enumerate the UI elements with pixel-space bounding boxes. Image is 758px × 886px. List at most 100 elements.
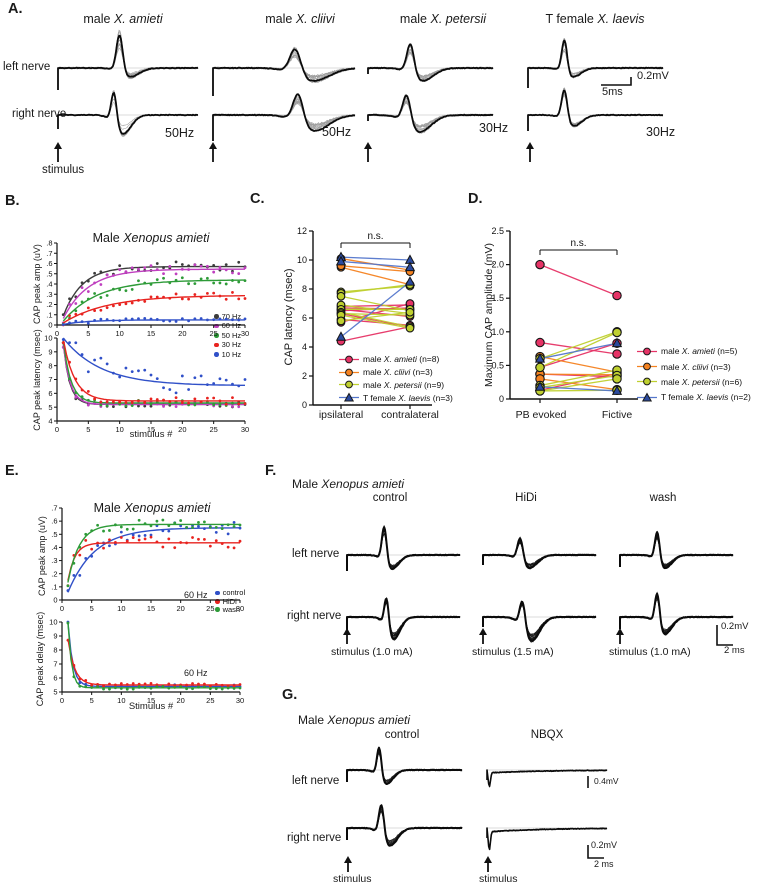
svg-text:2: 2 <box>302 371 307 381</box>
svg-text:.4: .4 <box>51 543 57 552</box>
panel-a-freq-2: 50Hz <box>322 125 352 139</box>
svg-text:10: 10 <box>49 618 57 627</box>
svg-text:8: 8 <box>53 646 57 655</box>
svg-text:.2: .2 <box>51 569 57 578</box>
panel-d-label: D. <box>468 191 483 207</box>
svg-text:20: 20 <box>176 604 184 613</box>
panel-d-cat-pb-evoked: PB evoked <box>515 409 567 421</box>
svg-text:.4: .4 <box>46 280 52 289</box>
svg-text:6: 6 <box>53 674 57 683</box>
svg-text:.1: .1 <box>46 310 52 319</box>
svg-text:8: 8 <box>48 361 52 370</box>
svg-text:15: 15 <box>147 329 155 338</box>
svg-text:10: 10 <box>297 255 307 265</box>
svg-text:0: 0 <box>499 394 504 404</box>
panel-a-col-title-amieti: male X. amieti <box>83 12 163 26</box>
svg-text:30: 30 <box>236 696 244 705</box>
svg-text:0: 0 <box>60 696 64 705</box>
panel-e-label: E. <box>5 463 19 479</box>
panel-c-label: C. <box>250 191 265 207</box>
panel-e-title: Male Xenopus amieti <box>93 501 211 515</box>
panel-a-col-title-petersii: male X. petersii <box>399 12 487 26</box>
svg-text:6: 6 <box>48 389 52 398</box>
panel-b-label: B. <box>5 193 20 209</box>
svg-text:2.5: 2.5 <box>491 226 504 236</box>
panel-a-scale-time: 5ms <box>602 86 623 98</box>
svg-text:10: 10 <box>117 696 125 705</box>
panel-g-scale-time: 2 ms <box>594 859 614 869</box>
panel-a-col-title-laevis: T female X. laevis <box>545 12 645 26</box>
panel-d-chart: 0 0.5 1.0 1.5 2.0 2.5 n.s. <box>491 226 638 404</box>
svg-text:30: 30 <box>241 425 249 434</box>
panel-g-scale-voltage: 0.2mV <box>591 840 618 850</box>
panel-b-title: Male Xenopus amieti <box>92 231 210 245</box>
svg-text:5: 5 <box>86 329 90 338</box>
panel-e-xlabel: Stimulus # <box>128 701 174 712</box>
panel-a-label: A. <box>8 1 23 17</box>
svg-text:.5: .5 <box>51 530 57 539</box>
svg-text:.6: .6 <box>46 259 52 268</box>
svg-text:5: 5 <box>53 688 57 697</box>
svg-text:10: 10 <box>117 604 125 613</box>
panel-g-title: Male Xenopus amieti <box>298 713 411 727</box>
svg-text:12: 12 <box>297 226 307 236</box>
panel-e-delay-annotation: 60 Hz <box>184 668 208 678</box>
panel-g-label: G. <box>282 687 298 703</box>
panel-a-row-label-left: left nerve <box>3 61 51 73</box>
svg-text:.8: .8 <box>46 239 52 248</box>
svg-text:2.0: 2.0 <box>491 260 504 270</box>
svg-text:10: 10 <box>44 334 52 343</box>
svg-text:.6: .6 <box>51 517 57 526</box>
panel-f-col-control: control <box>372 492 408 504</box>
panel-g-traces <box>344 746 608 872</box>
panel-f-stim-2: stimulus (1.5 mA) <box>472 646 554 658</box>
svg-text:25: 25 <box>209 425 217 434</box>
svg-text:.3: .3 <box>51 556 57 565</box>
svg-text:.3: .3 <box>46 290 52 299</box>
panel-a-row-label-right: right nerve <box>12 108 67 120</box>
svg-text:0: 0 <box>53 596 57 605</box>
svg-text:6: 6 <box>302 313 307 323</box>
svg-text:0: 0 <box>48 321 52 330</box>
panel-a-col-title-cliivi: male X. cliivi <box>265 12 335 26</box>
svg-text:20: 20 <box>178 329 186 338</box>
panel-a-freq-4: 30Hz <box>646 125 676 139</box>
panel-f-label: F. <box>265 463 277 479</box>
panel-f-scale-time: 2 ms <box>724 645 745 656</box>
panel-g-col-control: control <box>384 729 420 741</box>
panel-g-stim-2: stimulus <box>479 873 518 885</box>
panel-d-cat-fictive: Fictive <box>601 409 633 421</box>
svg-text:.1: .1 <box>51 582 57 591</box>
svg-text:0: 0 <box>55 425 59 434</box>
svg-text:1.0: 1.0 <box>491 327 504 337</box>
panel-f-traces <box>343 524 734 646</box>
panel-a-freq-1: 50Hz <box>165 126 195 140</box>
panel-f-col-wash: wash <box>649 492 677 504</box>
panel-g-stim-1: stimulus <box>333 873 372 885</box>
svg-text:5: 5 <box>90 696 94 705</box>
svg-text:10: 10 <box>115 329 123 338</box>
svg-text:25: 25 <box>206 604 214 613</box>
svg-text:0: 0 <box>302 400 307 410</box>
svg-text:5: 5 <box>48 403 52 412</box>
panel-g-col-nbqx: NBQX <box>530 729 564 741</box>
panel-f-row-left: left nerve <box>292 548 340 560</box>
svg-text:0: 0 <box>55 329 59 338</box>
svg-text:15: 15 <box>147 696 155 705</box>
svg-text:9: 9 <box>53 632 57 641</box>
svg-text:25: 25 <box>206 696 214 705</box>
panel-c-legend: male X. amieti (n=8) male X. cliivi (n=3)… <box>338 353 453 404</box>
svg-text:4: 4 <box>302 342 307 352</box>
panel-a-freq-3: 30Hz <box>479 121 509 135</box>
svg-text:.2: .2 <box>46 300 52 309</box>
svg-text:.7: .7 <box>51 504 57 513</box>
panel-f-col-hidi: HiDi <box>515 492 537 504</box>
panel-c-cat-contralateral: contralateral <box>381 409 439 421</box>
svg-text:.7: .7 <box>46 249 52 258</box>
panel-f-scale-voltage: 0.2mV <box>721 621 749 632</box>
svg-text:5: 5 <box>90 604 94 613</box>
panel-g-row-right: right nerve <box>287 832 342 844</box>
panel-f-title: Male Xenopus amieti <box>292 477 405 491</box>
